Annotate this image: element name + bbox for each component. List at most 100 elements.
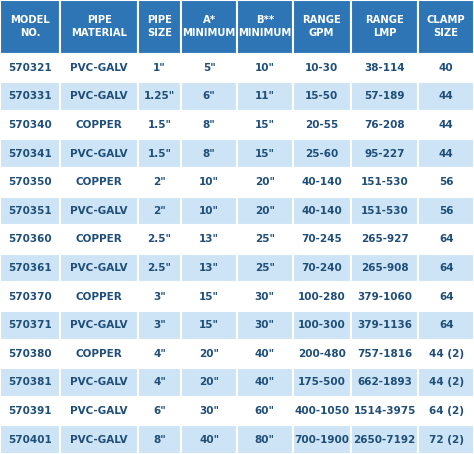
Bar [0,397,61,425]
Text: 38-114: 38-114 [364,63,405,73]
Bar [419,139,474,168]
Text: 1": 1" [153,63,166,73]
Text: 2": 2" [153,177,166,188]
Bar [182,282,237,311]
Text: 151-530: 151-530 [361,177,409,188]
Bar [237,397,292,425]
Text: 8": 8" [203,148,216,159]
Text: 10-30: 10-30 [305,63,338,73]
Bar [351,54,419,82]
Bar [182,0,237,54]
Text: 100-280: 100-280 [298,291,346,302]
Bar [182,254,237,282]
Bar [419,111,474,139]
Bar [0,254,61,282]
Text: 40-140: 40-140 [301,177,342,188]
Bar [292,368,351,397]
Text: 30": 30" [255,291,275,302]
Text: 60": 60" [255,406,275,416]
Text: 570371: 570371 [9,320,52,331]
Text: 70-240: 70-240 [301,263,342,273]
Text: 80": 80" [255,434,275,445]
Bar [182,54,237,82]
Bar [419,254,474,282]
Text: PVC-GALV: PVC-GALV [71,263,128,273]
Bar [61,111,138,139]
Bar [419,197,474,225]
Text: 570360: 570360 [9,234,52,245]
Text: 40: 40 [439,63,454,73]
Text: 15": 15" [199,291,219,302]
Text: 379-1060: 379-1060 [357,291,412,302]
Bar [182,139,237,168]
Text: B**
MINIMUM: B** MINIMUM [238,15,292,39]
Text: 570340: 570340 [9,120,52,130]
Text: PVC-GALV: PVC-GALV [71,377,128,388]
Bar [0,168,61,197]
Bar [0,340,61,368]
Bar [237,225,292,254]
Text: COPPER: COPPER [76,177,122,188]
Text: 64: 64 [439,291,454,302]
Bar [237,254,292,282]
Bar [0,139,61,168]
Bar [138,0,182,54]
Text: 72 (2): 72 (2) [428,434,464,445]
Bar [138,425,182,454]
Text: 379-1136: 379-1136 [357,320,412,331]
Text: 44 (2): 44 (2) [428,377,464,388]
Bar [0,54,61,82]
Bar [419,311,474,340]
Text: 44: 44 [439,120,454,130]
Bar [182,340,237,368]
Text: 10": 10" [199,206,219,216]
Bar [292,54,351,82]
Bar [351,82,419,111]
Bar [419,282,474,311]
Bar [237,0,292,54]
Bar [61,225,138,254]
Text: 15": 15" [255,120,275,130]
Bar [61,282,138,311]
Text: PIPE
MATERIAL: PIPE MATERIAL [71,15,127,39]
Text: PVC-GALV: PVC-GALV [71,63,128,73]
Text: PIPE
SIZE: PIPE SIZE [147,15,172,39]
Bar [419,168,474,197]
Text: 95-227: 95-227 [365,148,405,159]
Text: 175-500: 175-500 [298,377,346,388]
Text: 570321: 570321 [9,63,52,73]
Bar [237,54,292,82]
Bar [61,425,138,454]
Text: RANGE
GPM: RANGE GPM [302,15,341,39]
Bar [0,0,61,54]
Bar [182,368,237,397]
Bar [138,225,182,254]
Bar [182,225,237,254]
Bar [0,282,61,311]
Text: 40": 40" [255,349,275,359]
Bar [292,82,351,111]
Text: 200-480: 200-480 [298,349,346,359]
Text: RANGE
LMP: RANGE LMP [365,15,404,39]
Bar [0,82,61,111]
Bar [0,425,61,454]
Bar [351,168,419,197]
Text: 570361: 570361 [9,263,52,273]
Text: 570350: 570350 [9,177,52,188]
Text: 3": 3" [153,320,166,331]
Text: 5": 5" [203,63,216,73]
Text: 570370: 570370 [9,291,52,302]
Bar [138,82,182,111]
Bar [292,168,351,197]
Bar [61,139,138,168]
Text: 11": 11" [255,91,275,102]
Bar [182,168,237,197]
Bar [0,311,61,340]
Text: 2.5": 2.5" [147,263,172,273]
Text: 570351: 570351 [9,206,52,216]
Bar [419,82,474,111]
Bar [0,225,61,254]
Text: 30": 30" [255,320,275,331]
Bar [61,82,138,111]
Bar [237,168,292,197]
